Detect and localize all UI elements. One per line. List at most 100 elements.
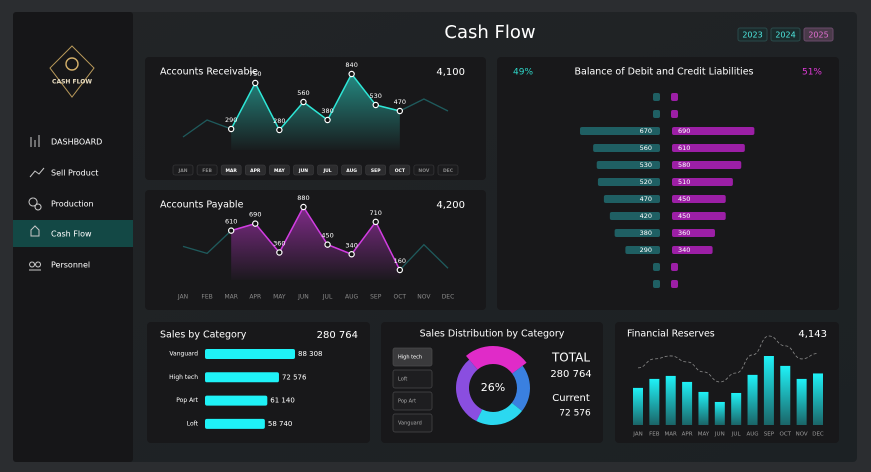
value-label: 58 740	[268, 420, 293, 428]
bar-left	[603, 195, 660, 203]
month-button[interactable]	[196, 164, 218, 176]
point	[324, 241, 331, 248]
bar-left	[614, 229, 660, 237]
x-tick-label: SEP	[764, 432, 775, 438]
category-button[interactable]	[392, 347, 433, 367]
month-label[interactable]: DEC	[443, 168, 454, 174]
data-label: 710	[370, 209, 382, 217]
menu-item[interactable]: DASHBOARD	[51, 138, 102, 147]
bar-label: 510	[678, 178, 690, 186]
menu-item[interactable]: Cash Flow	[51, 230, 92, 239]
x-tick-label: AUG	[747, 432, 759, 438]
month-button[interactable]	[317, 164, 338, 176]
logo-text: CASH FLOW	[52, 79, 92, 86]
donut-segment	[476, 402, 523, 425]
point	[396, 107, 404, 115]
month-button[interactable]	[437, 164, 459, 176]
donut-center: 26%	[481, 381, 505, 394]
empty-stub	[671, 110, 678, 118]
month-label[interactable]: MAR	[225, 168, 237, 174]
panel-total: 4,143	[798, 329, 827, 340]
category-button-label[interactable]: Pop Art	[398, 399, 416, 405]
year-button[interactable]	[803, 27, 834, 42]
month-button[interactable]	[220, 164, 242, 176]
menu-item[interactable]: Production	[51, 200, 94, 209]
bar-label: 450	[678, 195, 690, 203]
bar-label: 580	[678, 161, 690, 169]
total-label: TOTAL	[551, 351, 590, 365]
year-label[interactable]: 2024	[775, 31, 795, 40]
bar	[205, 349, 295, 359]
month-label[interactable]: OCT	[395, 168, 406, 174]
year-button[interactable]	[737, 27, 768, 42]
category-button-label[interactable]: High tech	[398, 355, 422, 361]
point	[252, 79, 259, 87]
data-label: 360	[273, 240, 285, 248]
category-button[interactable]	[392, 369, 433, 389]
bar-label: 520	[640, 178, 652, 186]
month-label[interactable]: NOV	[418, 168, 429, 174]
month-button[interactable]	[269, 164, 290, 176]
logo-emblem	[65, 57, 79, 71]
column	[665, 375, 676, 425]
month-button[interactable]	[341, 164, 362, 176]
bar-left	[625, 246, 660, 254]
data-label: 280	[273, 117, 285, 125]
logo-frame	[49, 45, 95, 98]
menu-icon	[28, 197, 42, 211]
x-tick-label: MAR	[224, 294, 237, 301]
column	[649, 378, 660, 425]
bar-left	[593, 144, 660, 152]
data-label: 380	[321, 107, 333, 115]
column	[731, 392, 742, 425]
data-label: 840	[345, 61, 357, 69]
column	[714, 401, 725, 425]
month-label[interactable]: JAN	[178, 168, 188, 174]
month-button[interactable]	[244, 164, 266, 176]
category-button[interactable]	[392, 391, 433, 411]
month-label[interactable]: MAY	[274, 168, 286, 174]
bar	[205, 418, 265, 429]
month-button[interactable]	[293, 164, 314, 176]
panel	[147, 322, 370, 443]
year-label[interactable]: 2025	[808, 31, 828, 40]
column	[633, 387, 643, 425]
panel-title: Accounts Payable	[160, 200, 244, 211]
month-button[interactable]	[413, 164, 435, 176]
menu-item[interactable]: Sell Product	[51, 169, 98, 178]
bar-right	[672, 144, 745, 152]
column	[698, 391, 709, 425]
bar-label: 360	[678, 229, 690, 237]
month-button[interactable]	[365, 164, 387, 176]
month-button[interactable]	[172, 164, 194, 176]
point	[300, 203, 307, 211]
empty-stub	[671, 93, 678, 101]
menu-item[interactable]: Personnel	[51, 261, 90, 270]
month-button[interactable]	[389, 164, 411, 176]
data-label: 290	[225, 116, 237, 124]
point	[227, 125, 235, 133]
year-label[interactable]: 2023	[742, 31, 762, 40]
line-selected	[230, 72, 400, 132]
month-label[interactable]: JUN	[298, 168, 308, 174]
month-label[interactable]: FEB	[202, 168, 212, 174]
point	[276, 249, 283, 256]
category-button-label[interactable]: Vanguard	[398, 421, 422, 427]
month-label[interactable]: JUL	[322, 168, 331, 174]
month-label[interactable]: SEP	[371, 168, 381, 174]
panel-total: 4,100	[436, 67, 465, 78]
category-label: High tech	[169, 374, 198, 381]
x-tick-label: JAN	[632, 432, 642, 438]
data-label: 450	[321, 232, 333, 240]
share-right: 51%	[802, 68, 822, 78]
panel-title: Sales Distribution by Category	[420, 329, 565, 340]
month-label[interactable]: AUG	[346, 168, 357, 174]
data-label: 560	[297, 89, 309, 97]
category-button[interactable]	[392, 413, 433, 433]
data-label: 530	[370, 92, 382, 100]
month-label[interactable]: APR	[250, 168, 261, 174]
category-button-label[interactable]: Loft	[398, 377, 407, 383]
year-button[interactable]	[770, 27, 801, 42]
x-tick-label: DEC	[812, 432, 824, 438]
x-tick-label: JUN	[297, 294, 309, 301]
